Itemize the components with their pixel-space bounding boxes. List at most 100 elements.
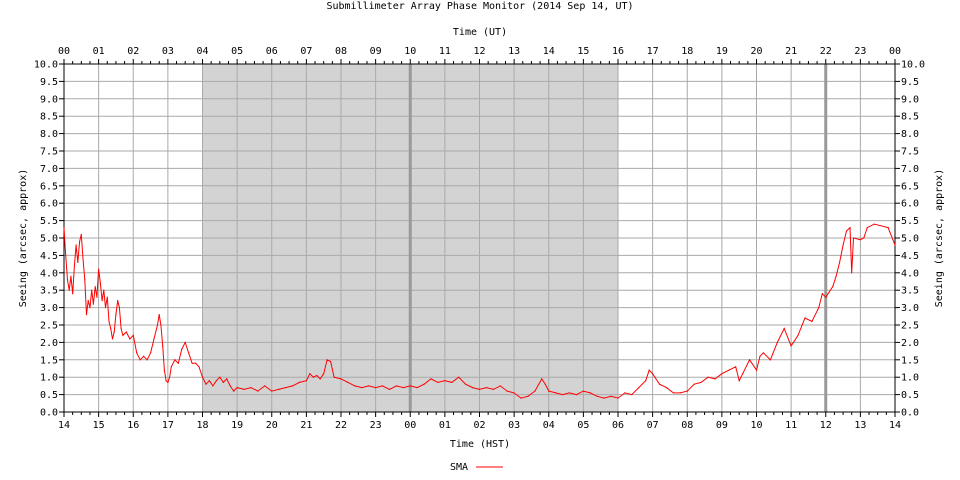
series-layer <box>63 223 896 399</box>
y-tick-label-left: 9.0 <box>40 94 58 105</box>
data-point <box>562 394 564 396</box>
data-point <box>165 380 167 382</box>
data-point <box>738 380 740 382</box>
data-point <box>652 373 654 375</box>
data-point <box>125 331 127 333</box>
data-point <box>120 327 122 330</box>
data-point <box>451 381 453 383</box>
data-point <box>852 237 855 239</box>
y-tick-label-right: 6.0 <box>901 199 919 210</box>
x-tick-label-bottom: 05 <box>577 420 589 431</box>
x-tick-label-top: 23 <box>854 46 866 57</box>
data-point <box>169 376 171 378</box>
x-tick-label-bottom: 12 <box>820 420 832 431</box>
data-point <box>797 334 799 336</box>
data-point <box>113 331 115 333</box>
y-tick-label-left: 7.5 <box>40 147 58 158</box>
data-point <box>77 261 79 263</box>
x-tick-label-bottom: 06 <box>612 420 624 431</box>
data-point <box>437 381 439 383</box>
x-tick-label-bottom: 08 <box>681 420 693 431</box>
data-point <box>762 352 765 354</box>
data-point <box>285 387 287 389</box>
data-point <box>264 385 266 387</box>
data-point <box>87 300 89 302</box>
data-point <box>835 275 837 277</box>
grid <box>64 64 895 412</box>
data-point <box>291 385 294 387</box>
y-tick-label-left: 3.5 <box>40 286 58 297</box>
data-point <box>610 395 612 397</box>
x-tick-label-bottom: 20 <box>266 420 278 431</box>
data-point <box>478 388 481 390</box>
data-point <box>721 373 723 375</box>
data-point <box>742 373 744 375</box>
x-tick-label-top: 00 <box>58 46 70 57</box>
y-tick-label-left: 1.0 <box>40 373 58 384</box>
data-point <box>361 387 363 389</box>
y-tick-label-right: 2.5 <box>901 321 919 332</box>
y-tick-label-right: 5.0 <box>901 234 919 245</box>
x-tick-label-bottom: 01 <box>439 420 451 431</box>
data-point <box>485 387 487 389</box>
x-tick-label-bottom: 22 <box>335 420 347 431</box>
tick-marks <box>59 59 900 417</box>
data-point <box>617 397 619 399</box>
data-point <box>555 392 557 394</box>
data-point <box>122 334 124 336</box>
data-point <box>430 378 432 380</box>
data-point <box>188 352 190 354</box>
data-point <box>195 362 197 364</box>
y-axis-label-left: Seeing (arcsec, approx) <box>18 169 29 307</box>
y-tick-label-right: 3.0 <box>901 303 919 314</box>
data-point <box>198 366 200 368</box>
data-point <box>686 390 688 392</box>
data-point <box>859 239 862 241</box>
data-point <box>212 385 214 387</box>
data-point <box>693 383 695 385</box>
x-axis-label-bottom: Time (HST) <box>450 439 510 450</box>
data-point <box>319 378 321 380</box>
data-point <box>136 352 138 354</box>
data-point <box>340 378 342 380</box>
data-point <box>158 314 160 316</box>
data-point <box>575 394 578 396</box>
y-tick-label-right: 7.0 <box>901 164 919 175</box>
data-point <box>316 374 318 377</box>
x-tick-label-top: 10 <box>404 46 416 57</box>
data-point <box>568 392 571 394</box>
data-point <box>541 378 543 380</box>
x-tick-label-top: 19 <box>716 46 728 57</box>
y-tick-label-right: 3.5 <box>901 286 919 297</box>
data-point <box>790 345 792 347</box>
data-point <box>330 360 332 363</box>
y-tick-label-left: 1.5 <box>40 355 58 366</box>
data-point <box>80 233 82 236</box>
data-point <box>278 388 280 390</box>
data-point <box>804 317 806 319</box>
x-tick-label-bottom: 17 <box>162 420 174 431</box>
data-point <box>520 397 522 399</box>
y-tick-label-left: 9.5 <box>40 77 58 88</box>
data-point <box>104 307 107 309</box>
x-tick-label-bottom: 14 <box>889 420 901 431</box>
data-point <box>423 383 425 385</box>
tick-labels: 00 01 02 03 04 05 06 07 08 09 10 11 12 13 14 15 16 17 18 19… <box>34 46 925 431</box>
data-point <box>222 381 224 383</box>
data-point <box>783 327 785 330</box>
data-point <box>170 366 172 368</box>
data-point <box>99 282 101 284</box>
y-tick-label-right: 10.0 <box>901 60 925 71</box>
data-point <box>645 380 647 382</box>
data-point <box>162 345 164 347</box>
y-tick-label-right: 1.5 <box>901 355 919 366</box>
data-point <box>880 225 882 227</box>
data-point <box>665 387 668 389</box>
y-tick-label-right: 7.5 <box>901 147 919 158</box>
chart-title: Submillimeter Array Phase Monitor (2014 … <box>326 1 633 12</box>
data-point <box>146 359 148 361</box>
data-point <box>499 385 501 387</box>
data-point <box>139 359 141 361</box>
y-tick-label-left: 8.5 <box>40 112 58 123</box>
data-point <box>72 293 74 295</box>
